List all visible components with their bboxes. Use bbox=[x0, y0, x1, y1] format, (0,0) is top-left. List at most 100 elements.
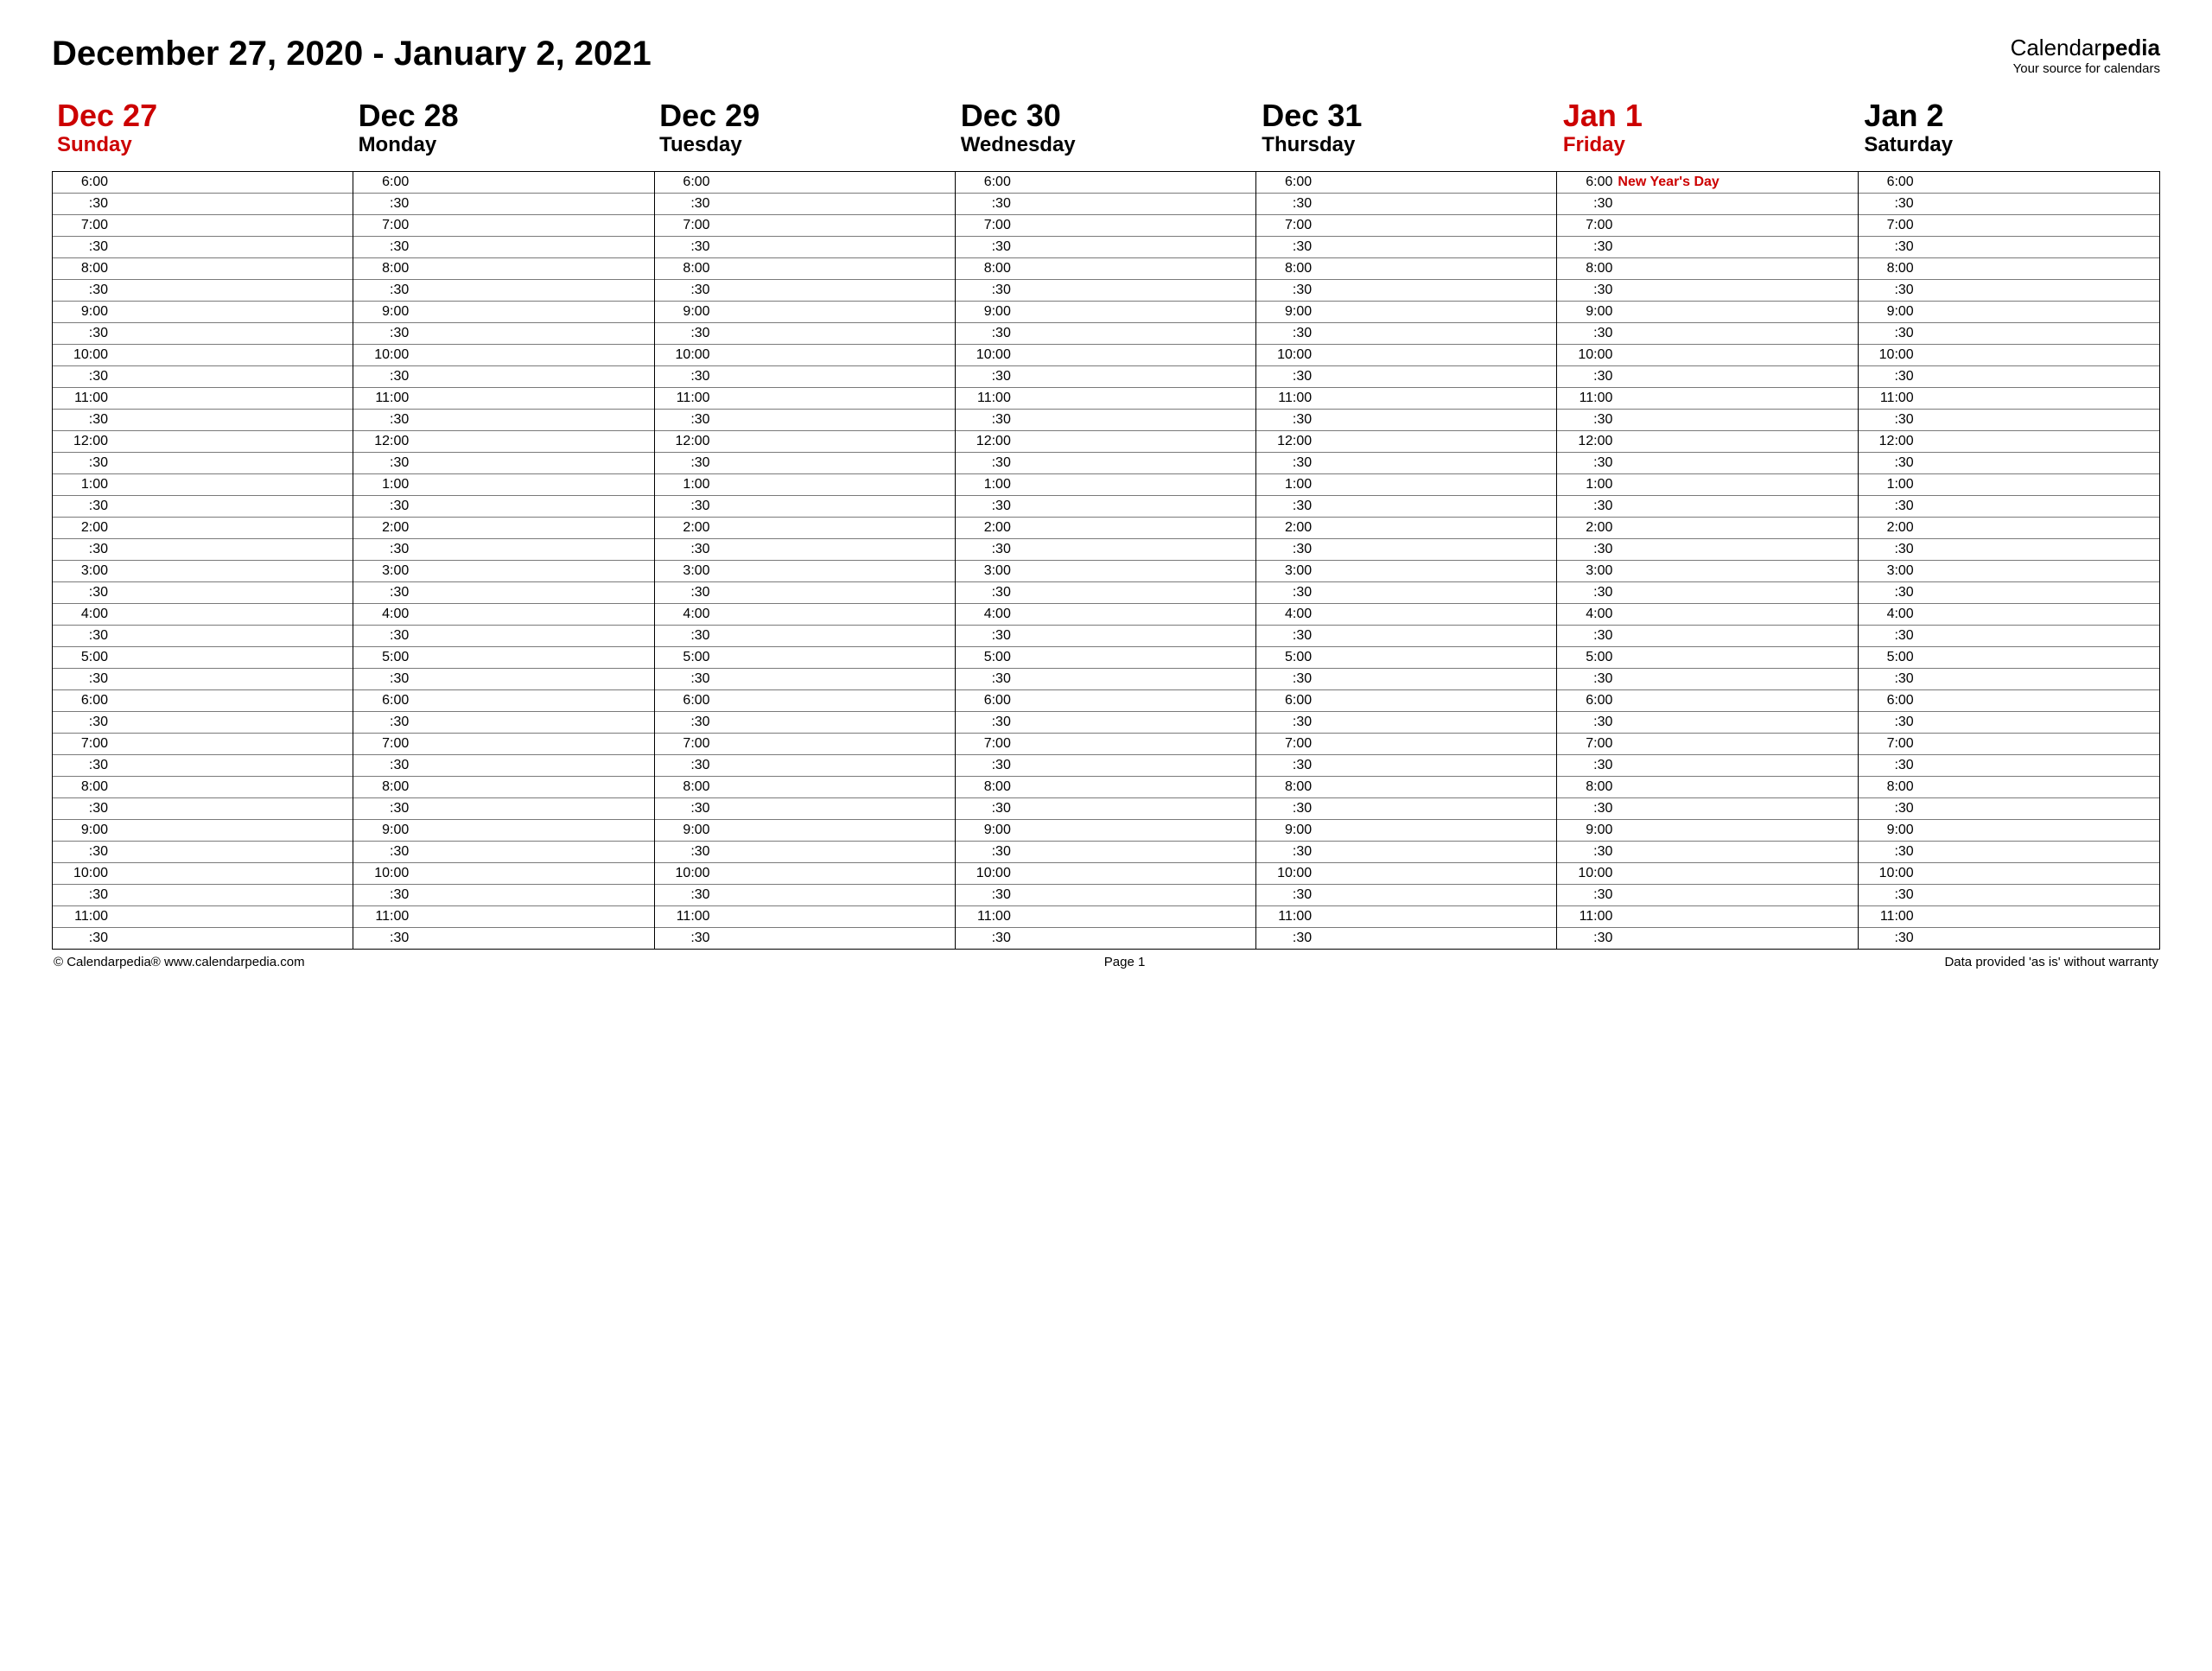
time-label: :30 bbox=[1571, 801, 1612, 816]
time-label: 8:00 bbox=[969, 779, 1011, 795]
time-slot: 6:00 bbox=[655, 172, 955, 194]
time-slot: 4:00 bbox=[1859, 604, 2159, 626]
time-label: :30 bbox=[367, 239, 409, 255]
time-slot: :30 bbox=[1557, 237, 1857, 258]
time-slot: :30 bbox=[655, 194, 955, 215]
day-headers-row: Dec 27SundayDec 28MondayDec 29TuesdayDec… bbox=[52, 93, 2160, 166]
time-slot: 8:00 bbox=[1557, 258, 1857, 280]
time-label: :30 bbox=[969, 499, 1011, 514]
time-label: 11:00 bbox=[1270, 909, 1312, 924]
day-date: Dec 28 bbox=[359, 98, 650, 133]
time-label: 10:00 bbox=[367, 866, 409, 881]
time-slot: :30 bbox=[1256, 237, 1556, 258]
time-label: 9:00 bbox=[669, 823, 710, 838]
time-slot: 7:00 bbox=[1256, 215, 1556, 237]
day-name: Saturday bbox=[1864, 133, 2155, 158]
time-label: :30 bbox=[1571, 758, 1612, 773]
time-slot: 4:00 bbox=[655, 604, 955, 626]
time-label: :30 bbox=[1270, 455, 1312, 471]
time-slot: :30 bbox=[956, 798, 1255, 820]
time-slot: :30 bbox=[53, 582, 353, 604]
time-slot: 4:00 bbox=[53, 604, 353, 626]
time-slot: 3:00 bbox=[1859, 561, 2159, 582]
time-label: 4:00 bbox=[1872, 607, 1914, 622]
time-slot: 10:00 bbox=[956, 345, 1255, 366]
time-slot: 9:00 bbox=[1557, 820, 1857, 842]
time-label: 5:00 bbox=[969, 650, 1011, 665]
time-slot: 11:00 bbox=[655, 388, 955, 410]
time-slot: 11:00 bbox=[1557, 906, 1857, 928]
time-label: :30 bbox=[669, 671, 710, 687]
day-column: 6:00:307:00:308:00:309:00:3010:00:3011:0… bbox=[353, 172, 654, 949]
time-slot: 9:00 bbox=[655, 820, 955, 842]
time-slot: :30 bbox=[1256, 885, 1556, 906]
time-label: 6:00 bbox=[969, 175, 1011, 190]
time-label: :30 bbox=[969, 715, 1011, 730]
time-slot: 9:00 bbox=[53, 302, 353, 323]
time-label: 9:00 bbox=[1872, 823, 1914, 838]
footer: © Calendarpedia® www.calendarpedia.com P… bbox=[52, 950, 2160, 969]
time-slot: :30 bbox=[956, 626, 1255, 647]
time-label: :30 bbox=[67, 801, 108, 816]
time-slot: 6:00 bbox=[1859, 690, 2159, 712]
time-slot: :30 bbox=[956, 582, 1255, 604]
time-label: 12:00 bbox=[67, 434, 108, 449]
time-label: :30 bbox=[67, 628, 108, 644]
time-slot: 3:00 bbox=[353, 561, 653, 582]
time-slot: :30 bbox=[956, 280, 1255, 302]
time-label: 8:00 bbox=[1270, 261, 1312, 276]
time-label: :30 bbox=[67, 455, 108, 471]
time-label: :30 bbox=[1872, 931, 1914, 946]
time-label: :30 bbox=[67, 283, 108, 298]
time-slot: :30 bbox=[1256, 280, 1556, 302]
time-label: :30 bbox=[1571, 455, 1612, 471]
time-slot: :30 bbox=[956, 496, 1255, 518]
time-label: :30 bbox=[1872, 239, 1914, 255]
time-label: 6:00 bbox=[367, 175, 409, 190]
footer-center: Page 1 bbox=[1104, 955, 1146, 969]
time-slot: 9:00 bbox=[1859, 302, 2159, 323]
time-label: 7:00 bbox=[67, 736, 108, 752]
time-label: :30 bbox=[1571, 196, 1612, 212]
time-slot: 6:00 bbox=[53, 172, 353, 194]
time-label: :30 bbox=[669, 455, 710, 471]
time-label: 10:00 bbox=[1270, 866, 1312, 881]
time-label: 1:00 bbox=[67, 477, 108, 492]
time-label: 12:00 bbox=[1571, 434, 1612, 449]
brand-block: Calendarpedia Your source for calendars bbox=[2011, 35, 2160, 76]
day-column: 6:00:307:00:308:00:309:00:3010:00:3011:0… bbox=[1256, 172, 1557, 949]
time-slot: :30 bbox=[1859, 323, 2159, 345]
time-label: 8:00 bbox=[67, 779, 108, 795]
time-label: :30 bbox=[969, 671, 1011, 687]
time-slot: :30 bbox=[353, 496, 653, 518]
time-label: :30 bbox=[669, 585, 710, 600]
time-label: 2:00 bbox=[367, 520, 409, 536]
time-slot: 8:00 bbox=[1557, 777, 1857, 798]
time-label: 9:00 bbox=[367, 823, 409, 838]
time-slot: :30 bbox=[53, 280, 353, 302]
time-label: :30 bbox=[1872, 283, 1914, 298]
time-label: 12:00 bbox=[669, 434, 710, 449]
time-slot: :30 bbox=[1859, 712, 2159, 734]
time-label: 8:00 bbox=[669, 261, 710, 276]
time-label: 8:00 bbox=[367, 261, 409, 276]
time-label: :30 bbox=[367, 758, 409, 773]
time-label: 9:00 bbox=[367, 304, 409, 320]
time-slot: :30 bbox=[1557, 669, 1857, 690]
time-label: :30 bbox=[367, 671, 409, 687]
time-slot: :30 bbox=[655, 280, 955, 302]
time-label: 9:00 bbox=[1270, 823, 1312, 838]
brand-suffix: pedia bbox=[2101, 35, 2160, 60]
time-slot: 6:00 bbox=[353, 690, 653, 712]
time-slot: 7:00 bbox=[1557, 215, 1857, 237]
time-label: :30 bbox=[669, 283, 710, 298]
time-slot: 5:00 bbox=[956, 647, 1255, 669]
time-label: :30 bbox=[969, 844, 1011, 860]
time-slot: :30 bbox=[655, 928, 955, 949]
time-slot: :30 bbox=[53, 366, 353, 388]
time-slot: :30 bbox=[1256, 194, 1556, 215]
time-slot: :30 bbox=[1557, 280, 1857, 302]
time-slot: 8:00 bbox=[956, 777, 1255, 798]
time-label: :30 bbox=[67, 499, 108, 514]
time-slot: 3:00 bbox=[655, 561, 955, 582]
